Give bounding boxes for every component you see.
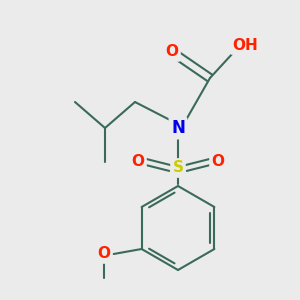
Text: OH: OH	[232, 38, 258, 52]
Text: N: N	[171, 119, 185, 137]
Text: O: O	[212, 154, 224, 169]
Text: S: S	[172, 160, 184, 175]
Text: O: O	[131, 154, 145, 169]
Text: O: O	[166, 44, 178, 59]
Text: O: O	[97, 247, 110, 262]
